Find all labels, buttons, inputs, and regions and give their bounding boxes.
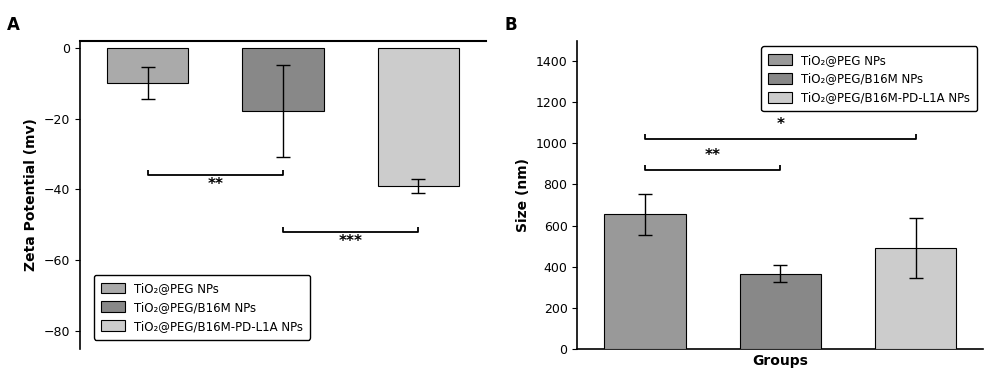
Text: B: B — [504, 17, 517, 34]
Text: ***: *** — [339, 234, 363, 249]
Bar — [740, 274, 821, 349]
Y-axis label: Size (nm): Size (nm) — [516, 158, 530, 232]
X-axis label: Groups: Groups — [752, 354, 808, 368]
Text: A: A — [7, 17, 20, 34]
Bar — [875, 248, 956, 349]
Y-axis label: Zeta Potential (mv): Zeta Potential (mv) — [24, 118, 38, 271]
Text: **: ** — [207, 177, 223, 192]
Legend: TiO₂@PEG NPs, TiO₂@PEG/B16M NPs, TiO₂@PEG/B16M-PD-L1A NPs: TiO₂@PEG NPs, TiO₂@PEG/B16M NPs, TiO₂@PE… — [761, 47, 977, 112]
Bar — [107, 48, 188, 83]
Bar — [242, 48, 324, 111]
Bar — [604, 214, 686, 349]
Text: **: ** — [705, 148, 721, 163]
Legend: TiO₂@PEG NPs, TiO₂@PEG/B16M NPs, TiO₂@PEG/B16M-PD-L1A NPs: TiO₂@PEG NPs, TiO₂@PEG/B16M NPs, TiO₂@PE… — [94, 275, 310, 340]
Text: *: * — [776, 117, 784, 132]
Bar — [378, 48, 459, 186]
